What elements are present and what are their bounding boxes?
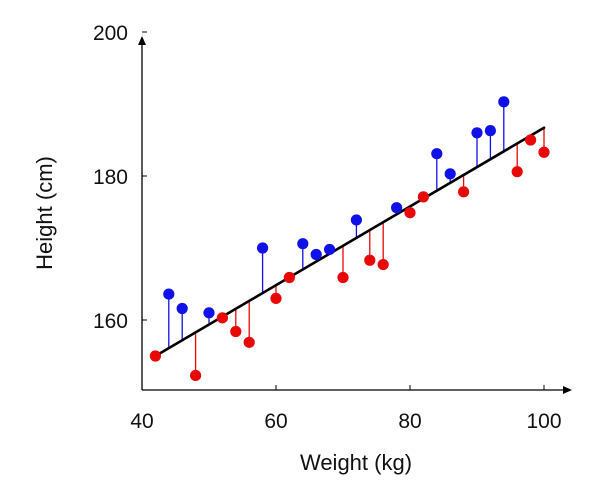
y-axis-arrow: [138, 36, 146, 45]
data-point-blue: [431, 148, 443, 160]
data-point-red: [525, 134, 537, 146]
data-point-blue: [176, 302, 188, 315]
x-axis-arrow: [563, 386, 572, 394]
data-point-blue: [350, 214, 362, 226]
data-point-blue: [498, 96, 510, 108]
data-point-blue: [297, 238, 309, 250]
data-point-red: [511, 166, 523, 178]
data-point-red: [190, 369, 202, 382]
y-axis-title: Height (cm): [32, 156, 57, 270]
data-point-blue: [203, 307, 215, 319]
x-axis-title: Weight (kg): [300, 450, 412, 475]
residual-lines: [168, 101, 545, 376]
data-point-red: [283, 271, 295, 284]
y-tick-label: 160: [93, 310, 128, 333]
data-point-blue: [391, 202, 403, 214]
data-point-red: [538, 146, 550, 158]
data-point-red: [216, 312, 228, 324]
x-tick-label: 100: [526, 410, 561, 433]
data-point-blue: [163, 288, 175, 300]
tick-labels: 40 60 80 100 160 180 200: [93, 22, 562, 433]
x-tick-label: 40: [130, 410, 153, 433]
data-point-red: [417, 191, 429, 203]
data-point-red: [404, 207, 416, 219]
data-point-red: [364, 254, 376, 266]
x-tick-label: 80: [398, 410, 421, 433]
data-point-blue: [444, 168, 456, 180]
data-point-blue: [484, 125, 496, 137]
data-point-red: [377, 258, 389, 271]
data-point-blue: [324, 243, 336, 256]
regression-line-group: [154, 126, 546, 358]
x-tick-label: 60: [264, 410, 287, 433]
data-point-red: [337, 271, 349, 284]
data-point-red: [230, 325, 242, 338]
regression-line: [154, 126, 546, 358]
data-point-red: [243, 336, 255, 348]
y-tick-label: 180: [93, 166, 128, 189]
data-point-red: [458, 186, 470, 198]
y-tick-label: 200: [93, 22, 128, 45]
data-point-blue: [257, 242, 269, 254]
data-points: [149, 96, 550, 382]
data-point-blue: [310, 248, 322, 261]
data-point-blue: [471, 127, 483, 139]
axes: [138, 31, 572, 394]
data-point-red: [149, 350, 161, 362]
data-point-red: [270, 292, 282, 304]
